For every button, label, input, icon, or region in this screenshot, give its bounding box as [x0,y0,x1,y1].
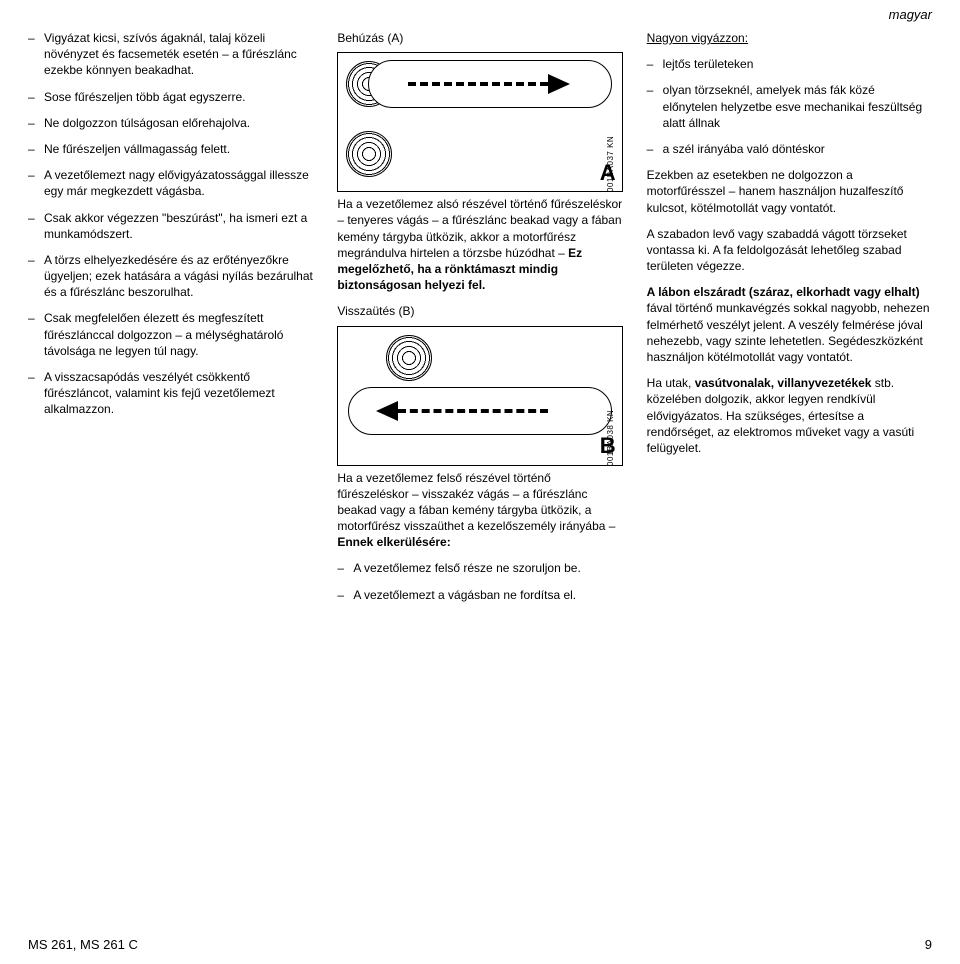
para-b: Ha a vezetőlemez felső részével történő … [337,470,622,551]
col3-p2: A szabadon levő vagy szabaddá vágott tör… [647,226,932,275]
diagram-code: 001BA038 KN [606,409,617,465]
section-b-title: Visszaütés (B) [337,303,622,319]
col3-p3-bold: A lábon elszáradt (száraz, elkorhadt vag… [647,285,920,299]
footer-model: MS 261, MS 261 C [28,936,138,954]
caution-list: lejtős területeken olyan törzseknél, ame… [647,56,932,157]
diagram-b: B [337,326,622,466]
list-item: Csak akkor végezzen "beszúrást", ha isme… [28,210,313,242]
column-3: Nagyon vigyázzon: lejtős területeken oly… [647,30,932,613]
content-columns: Vigyázat kicsi, szívós ágaknál, talaj kö… [28,30,932,613]
col3-p1: Ezekben az esetekben ne dolgozzon a moto… [647,167,932,216]
avoid-list: A vezetőlemez felső része ne szoruljon b… [337,560,622,602]
list-item: A vezetőlemez felső része ne szoruljon b… [337,560,622,576]
log-end-icon [346,131,392,177]
list-item: Ne dolgozzon túlságosan előrehajolva. [28,115,313,131]
list-item: A visszacsapódás veszélyét csökkentő fűr… [28,369,313,418]
para-a: Ha a vezetőlemez alsó részével történő f… [337,196,622,293]
col3-p4-bold: vasútvonalak, villanyvezetékek [695,376,872,390]
list-item: a szél irányába való döntéskor [647,141,932,157]
list-item: Vigyázat kicsi, szívós ágaknál, talaj kö… [28,30,313,79]
arrow-right-icon [548,74,570,94]
col3-heading: Nagyon vigyázzon: [647,30,932,46]
diagram-a: A [337,52,622,192]
arrow-line-icon [408,82,548,86]
para-b-bold: Ennek elkerülésére: [337,535,450,549]
footer-page: 9 [925,936,932,954]
col3-p3-rest: fával történő munkavégzés sokkal nagyobb… [647,301,930,364]
col3-p3: A lábon elszáradt (száraz, elkorhadt vag… [647,284,932,365]
list-item: Sose fűrészeljen több ágat egyszerre. [28,89,313,105]
list-item: Csak megfelelően élezett és megfeszített… [28,310,313,359]
list-item: A törzs elhelyezkedésére és az erőtényez… [28,252,313,301]
list-item: Ne fűrészeljen vállmagasság felett. [28,141,313,157]
col3-p4: Ha utak, vasútvonalak, villanyvezetékek … [647,375,932,456]
language-header: magyar [889,6,932,24]
log-end-icon [386,335,432,381]
section-a-title: Behúzás (A) [337,30,622,46]
arrow-line-icon [398,409,548,413]
arrow-left-icon [376,401,398,421]
column-2: Behúzás (A) A 001BA037 KN Ha a vezetőlem… [337,30,622,613]
list-item: olyan törzseknél, amelyek más fák közé e… [647,82,932,131]
warning-list: Vigyázat kicsi, szívós ágaknál, talaj kö… [28,30,313,418]
list-item: A vezetőlemezt nagy elővigyázatossággal … [28,167,313,199]
diagram-code: 001BA037 KN [606,136,617,192]
list-item: lejtős területeken [647,56,932,72]
column-1: Vigyázat kicsi, szívós ágaknál, talaj kö… [28,30,313,613]
para-b-text: Ha a vezetőlemez felső részével történő … [337,471,615,534]
list-item: A vezetőlemezt a vágásban ne fordítsa el… [337,587,622,603]
col3-p4-pre: Ha utak, [647,376,695,390]
page-footer: MS 261, MS 261 C 9 [28,936,932,954]
